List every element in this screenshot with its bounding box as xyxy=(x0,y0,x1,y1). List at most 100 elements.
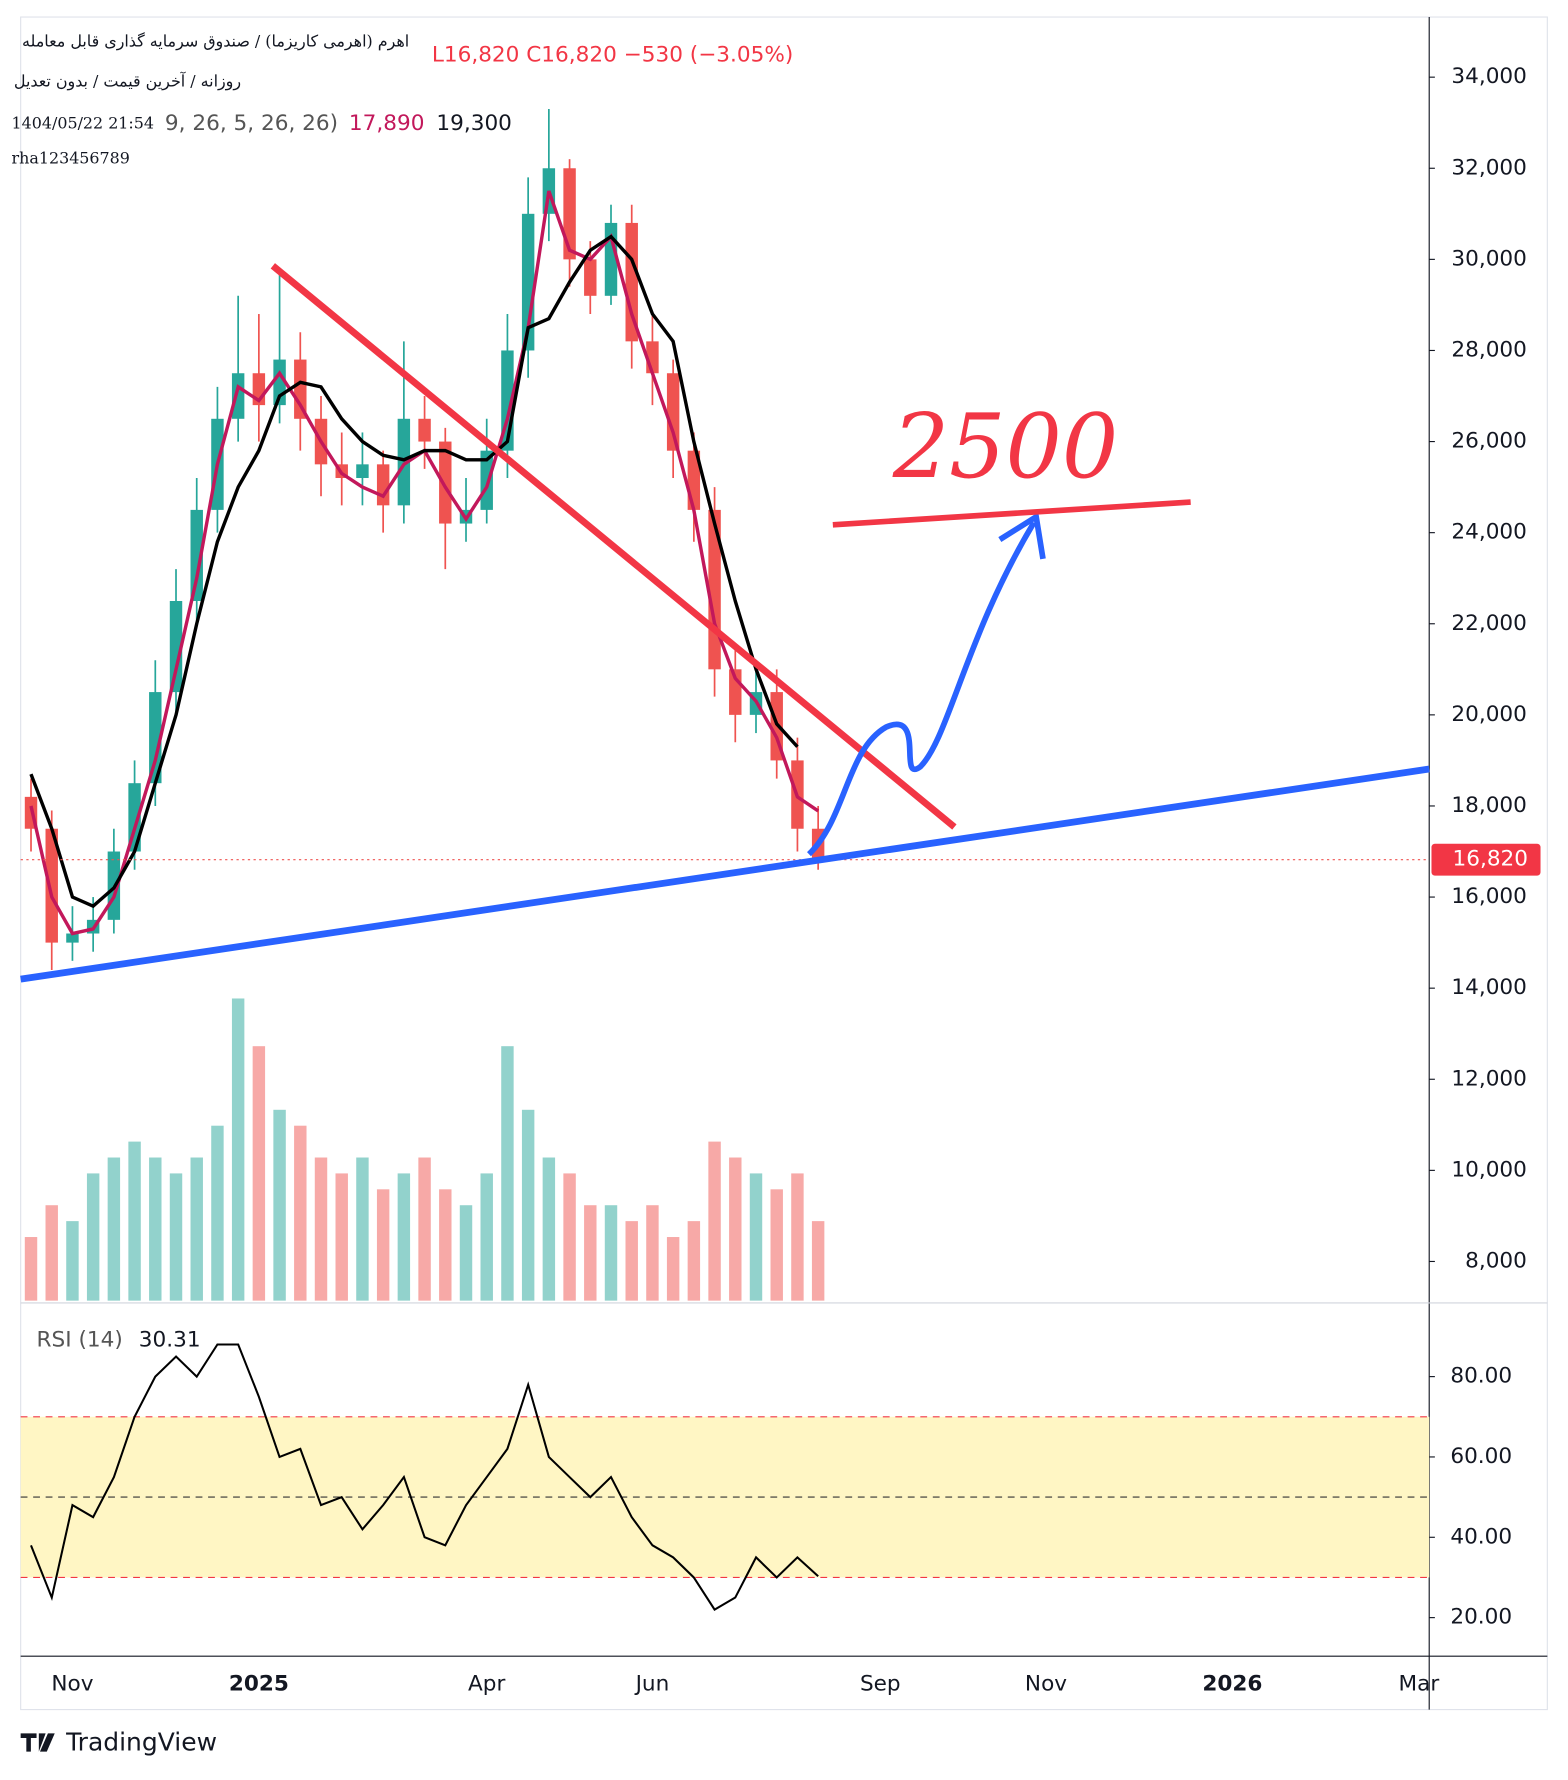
volume-bar xyxy=(811,1221,825,1301)
volume-bar xyxy=(335,1173,348,1301)
plot: Nov 2025 Apr Jun Sep Nov 2026 Mar 8,000 10,000 12,… xyxy=(20,64,1541,1697)
volume-bar xyxy=(314,1157,328,1301)
candle-body xyxy=(190,509,203,601)
arrow-path xyxy=(806,521,1037,857)
y-tick-label: 28,000 xyxy=(1451,337,1527,362)
volume-bar xyxy=(687,1221,701,1301)
volume-bar xyxy=(24,1237,38,1301)
volume-bar xyxy=(604,1205,618,1301)
volume-bar xyxy=(459,1205,473,1301)
volume-bar xyxy=(584,1205,597,1301)
candle-body xyxy=(397,418,411,506)
candle-body xyxy=(418,418,431,442)
candle-body xyxy=(45,828,58,943)
y-tick-label: 34,000 xyxy=(1451,64,1527,89)
symbol-name: اهرم (اهرمی کاریزما) / صندوق سرمایه گذار… xyxy=(22,32,409,51)
volume-bar xyxy=(356,1157,369,1301)
volume-bar xyxy=(708,1141,721,1301)
volume-bar xyxy=(542,1157,556,1301)
arrow-head xyxy=(998,512,1046,560)
volume-bar xyxy=(273,1109,286,1301)
y-tick-label: 24,000 xyxy=(1451,520,1527,545)
target-line xyxy=(832,499,1191,528)
last-price-box xyxy=(1431,843,1541,876)
datetime: 1404/05/22 21:54 xyxy=(12,113,154,132)
rsi-line xyxy=(30,1343,819,1611)
volume-bar xyxy=(231,998,245,1301)
volume-bar xyxy=(666,1237,680,1301)
volume-bar xyxy=(211,1125,224,1301)
volume-bar xyxy=(376,1189,390,1301)
resistance-line xyxy=(270,263,957,830)
candle-body xyxy=(376,464,390,506)
candle-body xyxy=(356,464,369,479)
brand: TradingView xyxy=(65,1728,217,1757)
volume-bar xyxy=(86,1173,100,1301)
rsi-tick-label: 20.00 xyxy=(1450,1605,1512,1630)
support-line xyxy=(20,765,1430,983)
y-tick-label: 30,000 xyxy=(1451,246,1527,271)
ma-fast-value: 17,890 xyxy=(349,111,425,136)
x-tick-label: 2026 xyxy=(1202,1672,1262,1697)
moving-average xyxy=(29,190,820,936)
rsi-tick-label: 40.00 xyxy=(1450,1524,1512,1549)
settings: روزانه / آخرین قیمت / بدون تعدیل xyxy=(14,70,241,90)
y-tick-label: 26,000 xyxy=(1451,429,1527,454)
volume-bar xyxy=(480,1173,493,1301)
candle-body xyxy=(169,600,183,693)
ohlc: L16,820 C16,820 −530 (−3.05%) xyxy=(432,43,793,68)
rsi-tick-label: 60.00 xyxy=(1450,1444,1512,1469)
volume-bar xyxy=(418,1157,431,1301)
moving-average xyxy=(29,234,799,909)
y-tick-label: 20,000 xyxy=(1451,702,1527,727)
y-tick-label: 12,000 xyxy=(1451,1066,1527,1091)
candle-body xyxy=(666,373,680,451)
volume-bar xyxy=(252,1046,266,1301)
candle-body xyxy=(480,450,493,510)
volume-bar xyxy=(501,1046,514,1301)
volume-bar xyxy=(646,1205,659,1301)
x-tick-label: Jun xyxy=(634,1672,670,1697)
volume-bar xyxy=(128,1141,141,1301)
target-label: 2500 xyxy=(892,395,1118,498)
x-tick-label: Apr xyxy=(468,1672,505,1697)
frame xyxy=(20,16,1548,1711)
rsi-tick-label: 80.00 xyxy=(1450,1364,1512,1389)
volume-bar xyxy=(791,1173,804,1301)
ma-slow-value: 19,300 xyxy=(436,111,512,136)
volume-bar xyxy=(729,1157,742,1301)
volume-bar xyxy=(625,1221,638,1301)
candle-body xyxy=(584,259,597,296)
volume-bar xyxy=(66,1221,79,1301)
y-tick-label: 8,000 xyxy=(1465,1248,1527,1273)
volume-bar xyxy=(770,1189,783,1301)
brand-logo xyxy=(20,1733,55,1752)
candle-body xyxy=(625,222,638,342)
candle-body xyxy=(439,441,452,524)
candle-body xyxy=(66,933,79,943)
volume-bar xyxy=(521,1109,535,1301)
y-tick-label: 18,000 xyxy=(1451,793,1527,818)
x-tick-label: Nov xyxy=(1025,1672,1067,1697)
rsi-title: RSI (14) xyxy=(37,1327,123,1352)
volume-bar xyxy=(169,1173,183,1301)
y-tick-label: 16,000 xyxy=(1451,884,1527,909)
candle-body xyxy=(149,692,162,784)
x-tick-label: Mar xyxy=(1398,1672,1439,1697)
volume-bar xyxy=(397,1173,411,1301)
candle-body xyxy=(231,373,245,419)
volume-bar xyxy=(439,1189,452,1301)
volume-bar xyxy=(190,1157,203,1301)
x-tick-label: Nov xyxy=(51,1672,93,1697)
volume-bar xyxy=(107,1157,121,1301)
user: rha123456789 xyxy=(12,149,130,168)
x-tick-label: Sep xyxy=(860,1672,901,1697)
indicator-params: 9, 26, 5, 26, 26) xyxy=(165,111,338,136)
volume-bar xyxy=(563,1173,576,1301)
volume-bar xyxy=(45,1205,58,1301)
x-tick-label: 2025 xyxy=(229,1672,289,1697)
volume-bar xyxy=(149,1157,162,1301)
y-tick-label: 22,000 xyxy=(1451,611,1527,636)
y-tick-label: 14,000 xyxy=(1451,975,1527,1000)
